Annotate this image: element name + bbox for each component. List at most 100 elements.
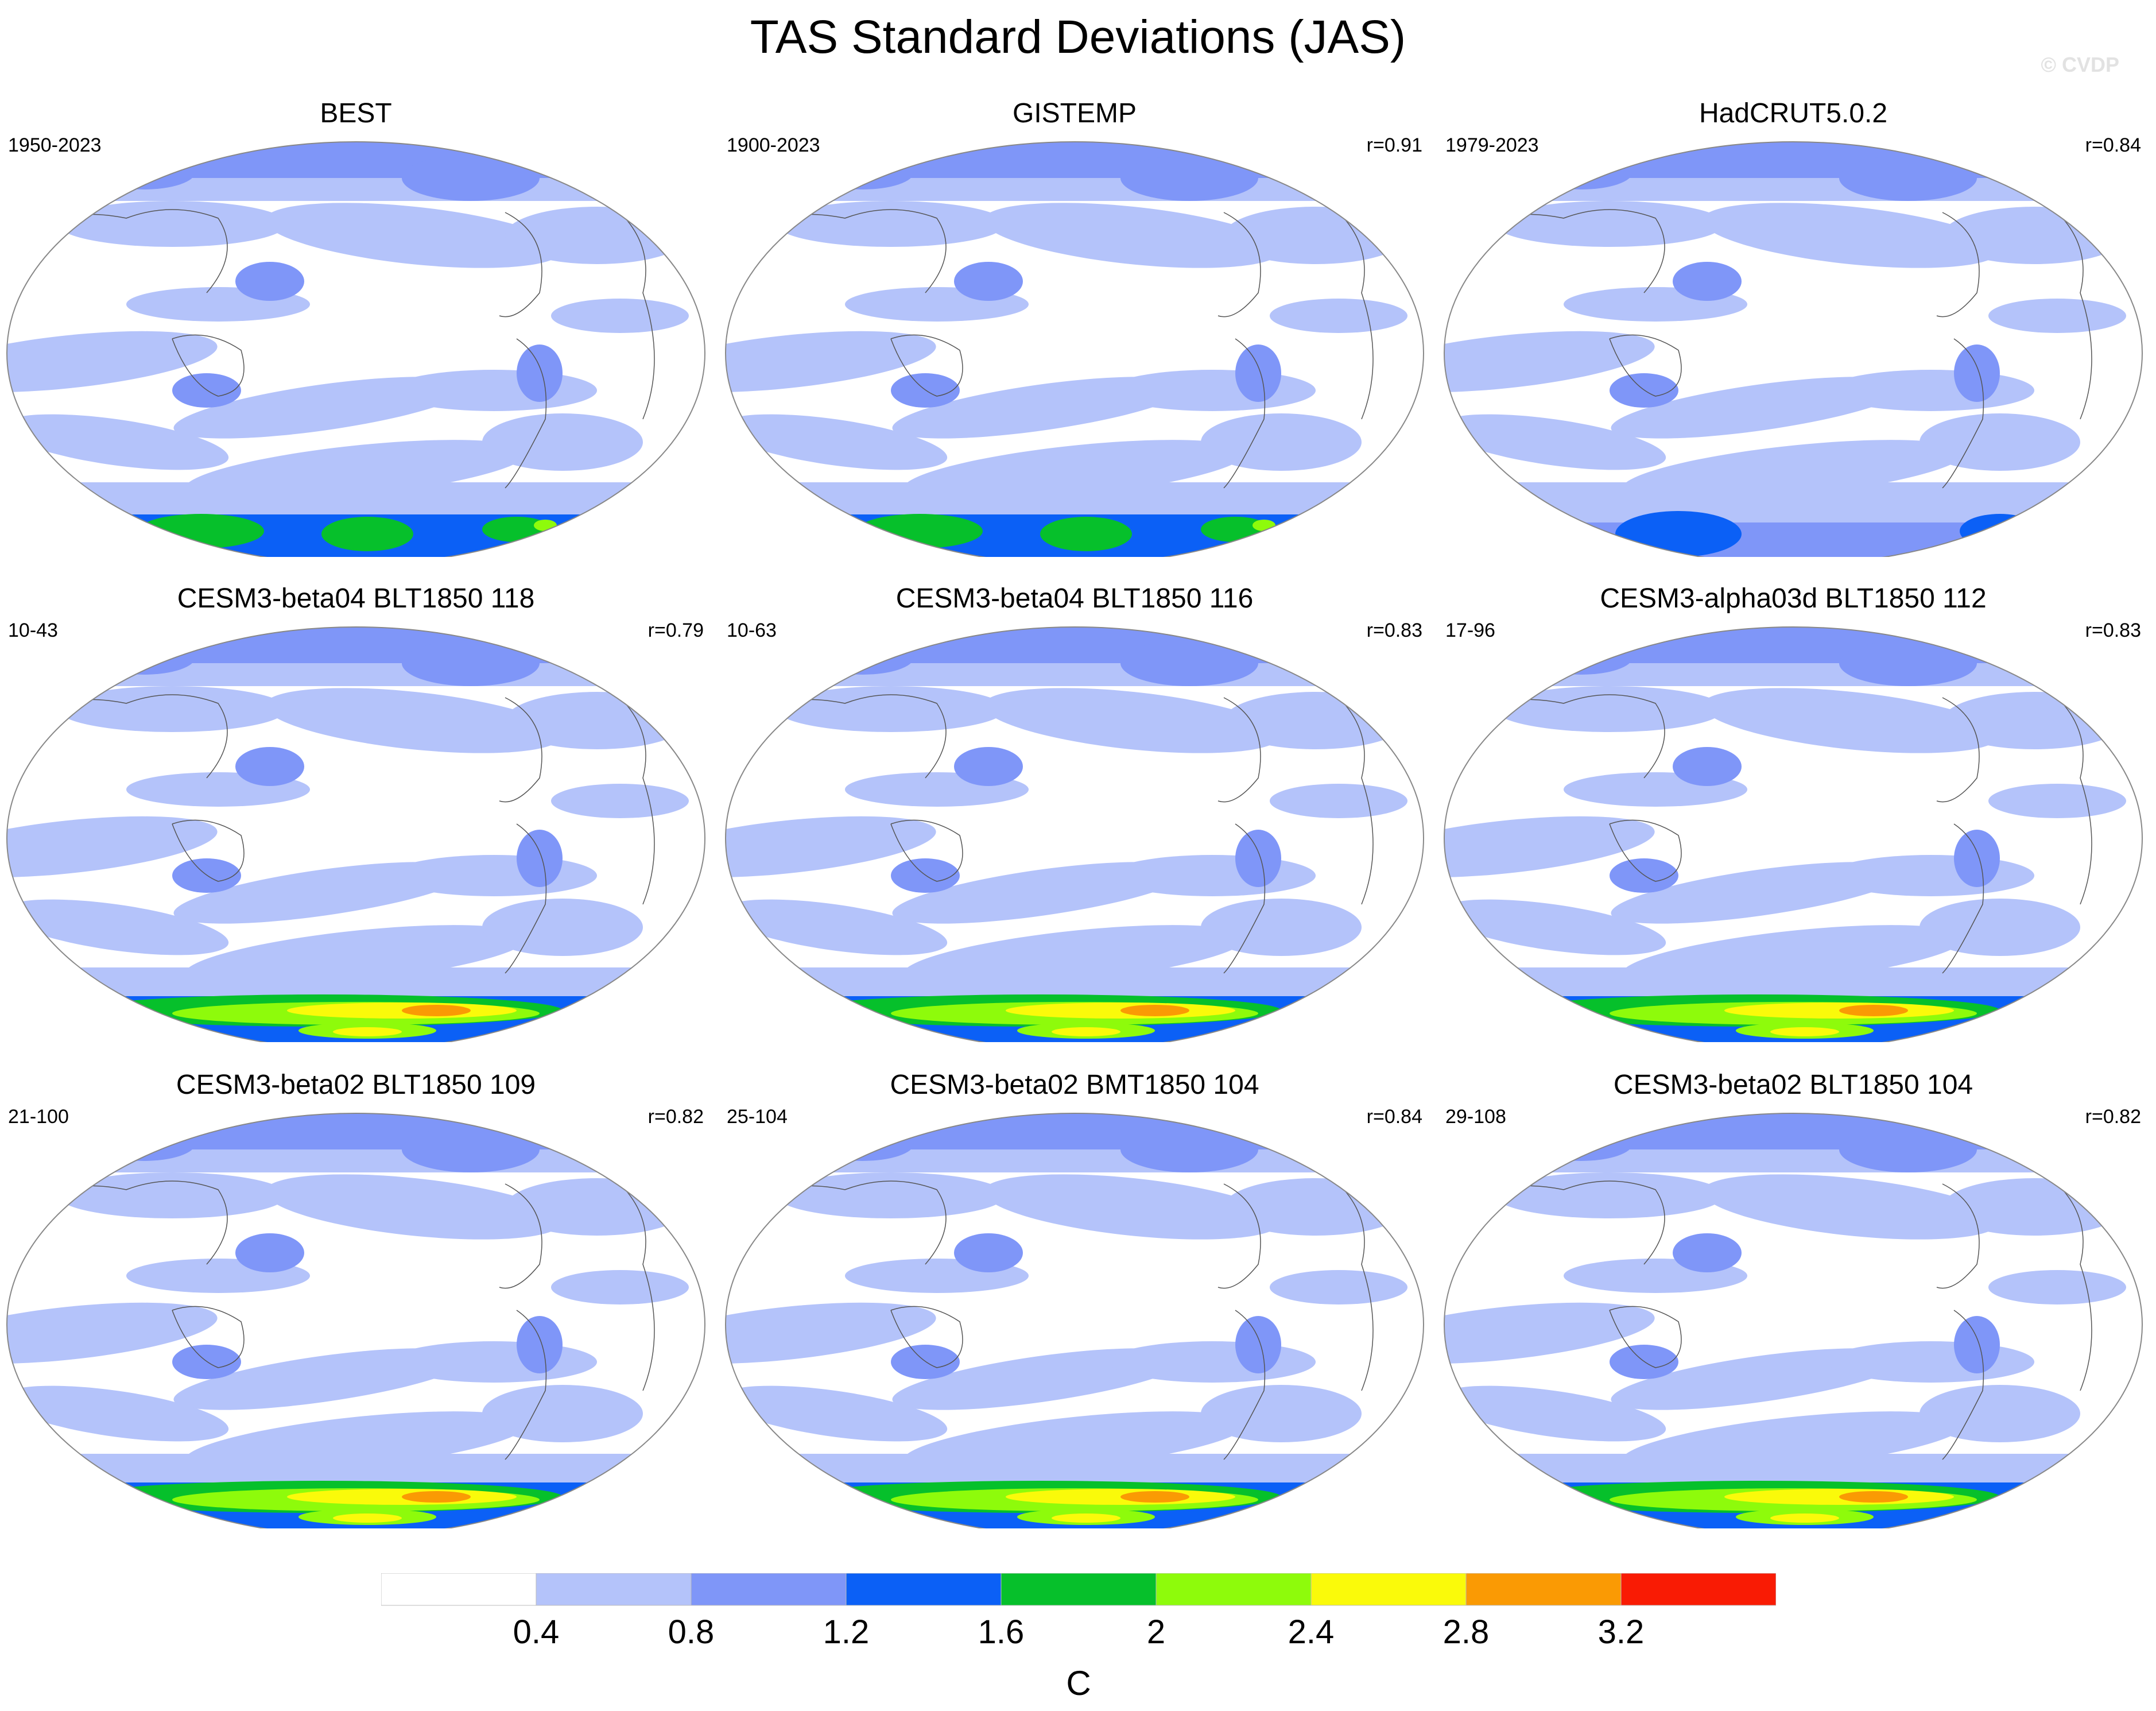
light-anomaly-blob xyxy=(265,1174,562,1240)
mid-anomaly-blob xyxy=(92,640,195,675)
mid-anomaly-blob xyxy=(517,344,563,402)
light-anomaly-blob xyxy=(1224,207,1407,264)
light-anomaly-blob xyxy=(7,414,229,470)
cvdp-watermark: © CVDP xyxy=(2041,53,2119,76)
panel-title: CESM3-beta02 BMT1850 104 xyxy=(890,1070,1259,1100)
mid-anomaly-blob xyxy=(92,155,195,189)
mid-anomaly-blob xyxy=(1673,1233,1742,1272)
panel-years: 21-100 xyxy=(8,1106,69,1128)
mid-anomaly-blob xyxy=(1839,640,1977,686)
light-anomaly-blob xyxy=(505,692,689,749)
light-anomaly-blob xyxy=(1444,899,1666,955)
light-anomaly-blob xyxy=(1109,855,1316,896)
colorbar-label: 3.2 xyxy=(1598,1613,1645,1651)
mid-anomaly-blob xyxy=(1120,1127,1258,1172)
mid-anomaly-blob xyxy=(811,640,914,675)
light-anomaly-blob xyxy=(505,1178,689,1236)
map-svg xyxy=(6,626,705,1042)
mid-anomaly-blob xyxy=(1610,1345,1678,1379)
mid-anomaly-blob xyxy=(1839,155,1977,201)
light-anomaly-blob xyxy=(265,688,562,753)
antarctic-blob xyxy=(402,1491,471,1503)
colorbar-label: 2 xyxy=(1147,1613,1165,1651)
light-anomaly-blob xyxy=(265,203,562,268)
mid-anomaly-blob xyxy=(1954,344,2000,402)
colorbar-label: 1.2 xyxy=(823,1613,870,1651)
panel-correlation: r=0.91 xyxy=(1366,134,1422,156)
panel-years: 29-108 xyxy=(1445,1106,1506,1128)
light-anomaly-blob xyxy=(390,855,597,896)
light-anomaly-blob xyxy=(505,207,689,264)
northern-band-mid xyxy=(1444,142,2142,178)
panel-correlation: r=0.84 xyxy=(1366,1106,1422,1128)
antarctic-blob xyxy=(1615,511,1742,557)
light-anomaly-blob xyxy=(1270,784,1407,818)
antarctic-blob xyxy=(1120,1005,1189,1016)
mid-anomaly-blob xyxy=(402,155,540,201)
colorbar-units: C xyxy=(1066,1664,1091,1702)
light-anomaly-blob xyxy=(7,1302,218,1364)
mid-anomaly-blob xyxy=(1529,1127,1632,1161)
light-anomaly-blob xyxy=(1201,899,1362,956)
mid-anomaly-blob xyxy=(1120,155,1258,201)
light-anomaly-blob xyxy=(1224,692,1407,749)
light-anomaly-blob xyxy=(551,1270,689,1304)
mid-anomaly-blob xyxy=(1610,373,1678,408)
antarctic-blob xyxy=(1120,1491,1189,1503)
panel-title: CESM3-beta04 BLT1850 118 xyxy=(177,583,535,614)
light-anomaly-blob xyxy=(726,899,948,955)
panel-years: 1950-2023 xyxy=(8,134,102,156)
light-anomaly-blob xyxy=(1495,686,1724,732)
antarctic-blob xyxy=(1839,1491,1908,1503)
antarctic-blob xyxy=(1052,1027,1120,1036)
map-svg xyxy=(1444,1113,2143,1528)
panel-correlation: r=0.82 xyxy=(647,1106,704,1128)
light-anomaly-blob xyxy=(1224,1178,1407,1236)
light-anomaly-blob xyxy=(1988,299,2126,333)
northern-band-mid xyxy=(1444,1113,2142,1149)
light-anomaly-blob xyxy=(1942,1178,2126,1236)
colorbar: 0.4 0.8 1.2 1.6 2 2.4 2.8 3.2 C xyxy=(381,1573,1776,1702)
northern-band-mid xyxy=(726,1113,1424,1149)
map-panel: GISTEMP 1900-2023 r=0.91 xyxy=(719,98,1430,557)
light-anomaly-blob xyxy=(1444,1385,1666,1442)
mid-anomaly-blob xyxy=(517,1316,563,1373)
panel-title: CESM3-beta04 BLT1850 116 xyxy=(895,583,1254,614)
map-outline xyxy=(6,1113,705,1528)
map-outline xyxy=(1444,141,2143,557)
mid-anomaly-blob xyxy=(235,747,304,786)
colorbar-label: 1.6 xyxy=(978,1613,1025,1651)
mid-anomaly-blob xyxy=(1954,1316,2000,1373)
map-panel: CESM3-beta04 BLT1850 118 10-43 r=0.79 xyxy=(0,583,712,1042)
panel-title: CESM3-beta02 BLT1850 104 xyxy=(1613,1070,1973,1100)
colorbar-label: 2.4 xyxy=(1288,1613,1335,1651)
mid-anomaly-blob xyxy=(402,1127,540,1172)
panel-correlation: r=0.79 xyxy=(647,620,704,641)
light-anomaly-blob xyxy=(1988,1270,2126,1304)
panel-title: CESM3-beta02 BLT1850 109 xyxy=(176,1070,536,1100)
colorbar-swatch xyxy=(1310,1573,1467,1606)
coastlines xyxy=(34,694,655,974)
mid-anomaly-blob xyxy=(811,1127,914,1161)
light-anomaly-blob xyxy=(1920,413,2080,471)
panel-years: 10-43 xyxy=(8,620,58,641)
colorbar-swatch xyxy=(381,1573,537,1606)
light-anomaly-blob xyxy=(1444,331,1655,393)
map-outline xyxy=(6,141,705,557)
light-anomaly-blob xyxy=(1270,1270,1407,1304)
map-outline xyxy=(725,626,1424,1042)
map-panel: HadCRUT5.0.2 1979-2023 r=0.84 xyxy=(1437,98,2149,557)
map-outline xyxy=(725,1113,1424,1528)
panel-correlation: r=0.83 xyxy=(2085,620,2141,641)
antarctic-blob xyxy=(856,514,983,548)
map-svg xyxy=(6,141,705,557)
mid-anomaly-blob xyxy=(235,1233,304,1272)
mid-anomaly-blob xyxy=(402,640,540,686)
light-anomaly-blob xyxy=(57,686,287,732)
mid-anomaly-blob xyxy=(517,830,563,887)
northern-band-mid xyxy=(7,1113,705,1149)
light-anomaly-blob xyxy=(1109,370,1316,411)
antarctic-blob xyxy=(1052,1513,1120,1523)
panel-title: GISTEMP xyxy=(1012,98,1137,129)
map-svg xyxy=(725,141,1424,557)
